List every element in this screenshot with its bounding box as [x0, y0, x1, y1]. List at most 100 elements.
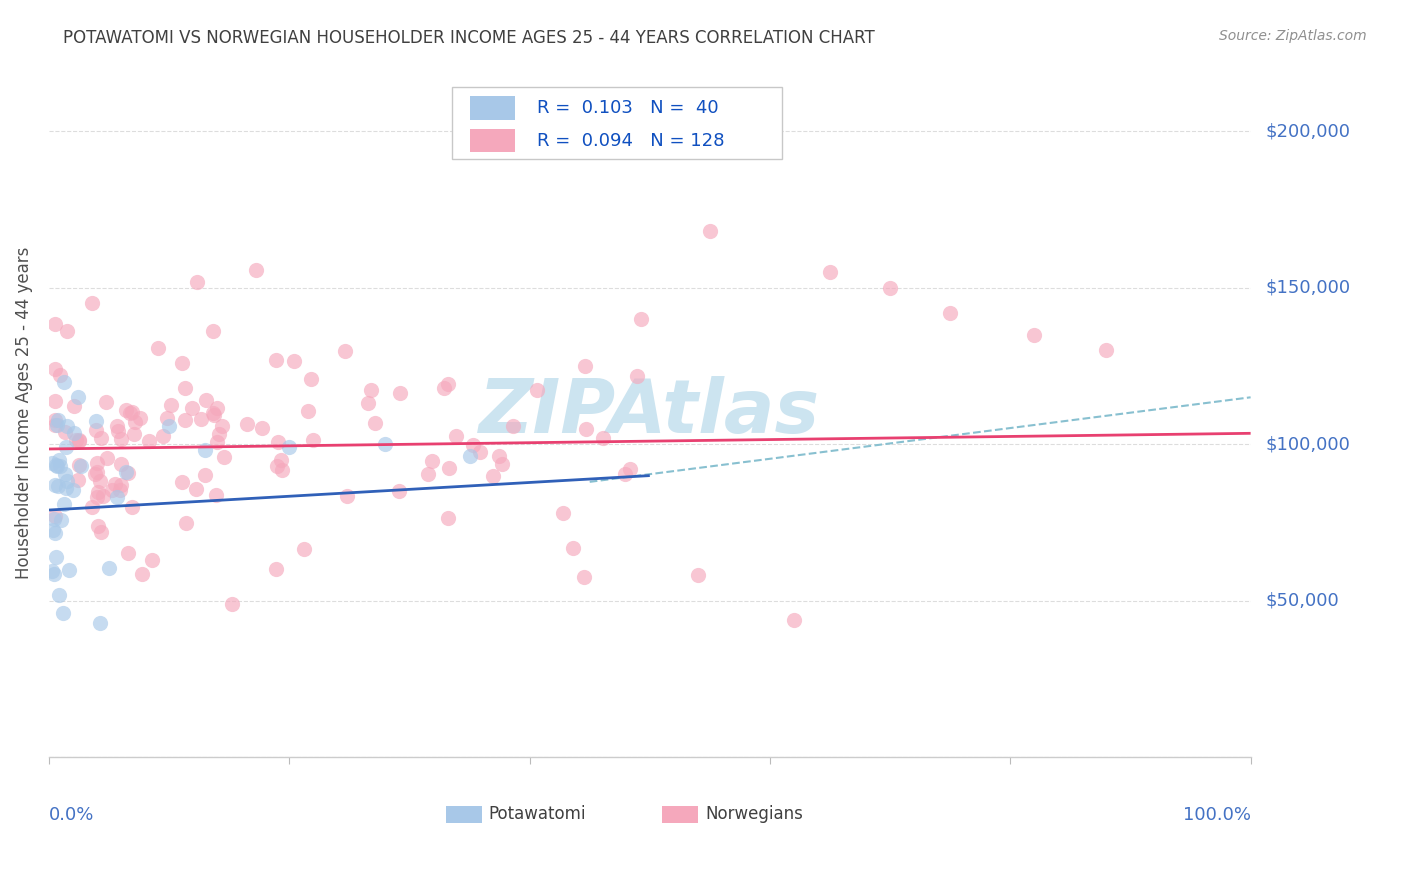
Point [56, 324, 79, 338]
Point [190, 412, 212, 426]
Point [360, 384, 382, 398]
Point [1095, 343, 1118, 358]
Point [121, 404, 143, 418]
Point [364, 416, 387, 430]
Point [44, 526, 66, 541]
FancyBboxPatch shape [446, 805, 482, 822]
Point [148, 341, 170, 355]
Point [818, 265, 841, 279]
Point [48, 588, 70, 602]
Point [91, 489, 114, 503]
Text: $50,000: $50,000 [1265, 591, 1339, 610]
Point [297, 404, 319, 418]
Point [194, 442, 217, 457]
Point [283, 354, 305, 368]
Point [422, 453, 444, 467]
Text: Potawatomi: Potawatomi [489, 805, 586, 823]
Point [264, 353, 287, 368]
Point [572, 569, 595, 583]
Point [44, 508, 66, 523]
Point [122, 427, 145, 442]
Point [278, 440, 301, 454]
Point [44, 362, 66, 376]
Point [458, 450, 481, 464]
Point [121, 500, 143, 515]
Point [301, 433, 323, 447]
Point [86, 415, 108, 429]
Point [48, 453, 70, 467]
Point [69, 459, 91, 474]
Point [205, 488, 228, 502]
Text: ZIPAtlas: ZIPAtlas [479, 376, 820, 450]
Point [562, 541, 585, 555]
Point [264, 562, 287, 576]
Point [86, 465, 108, 479]
Point [461, 438, 484, 452]
FancyBboxPatch shape [451, 87, 782, 160]
Point [156, 410, 179, 425]
Point [138, 434, 160, 448]
Point [553, 506, 575, 520]
Point [44, 478, 66, 492]
Point [388, 484, 411, 499]
Point [205, 434, 228, 449]
Point [221, 597, 243, 611]
Point [783, 613, 806, 627]
Point [526, 383, 548, 397]
Point [266, 458, 288, 473]
Point [630, 312, 652, 326]
Point [89, 475, 111, 489]
Text: $100,000: $100,000 [1265, 435, 1350, 453]
FancyBboxPatch shape [662, 805, 697, 822]
Point [186, 275, 208, 289]
Point [96, 450, 118, 465]
Point [592, 431, 614, 445]
Point [110, 432, 132, 446]
Point [202, 406, 225, 420]
Text: $150,000: $150,000 [1265, 278, 1350, 297]
Point [41, 456, 63, 470]
Point [52, 375, 75, 389]
Point [172, 356, 194, 370]
Point [482, 469, 505, 483]
Point [357, 396, 380, 410]
Point [62, 483, 84, 498]
Point [124, 415, 146, 429]
Point [245, 263, 267, 277]
Point [42, 523, 65, 537]
Point [53, 425, 76, 439]
Point [94, 395, 117, 409]
Point [236, 417, 259, 432]
Point [879, 281, 901, 295]
Text: $200,000: $200,000 [1265, 122, 1350, 140]
Point [152, 429, 174, 443]
Point [614, 467, 637, 482]
Point [89, 615, 111, 630]
Point [502, 419, 524, 434]
Point [208, 427, 231, 442]
Point [80, 500, 103, 514]
Point [389, 386, 412, 401]
Point [575, 421, 598, 435]
Point [299, 372, 322, 386]
Point [58, 563, 80, 577]
Point [55, 481, 77, 495]
Point [84, 423, 107, 437]
Point [120, 406, 142, 420]
Point [86, 490, 108, 504]
Point [626, 368, 648, 383]
Point [619, 462, 641, 476]
Point [437, 511, 460, 525]
Point [110, 483, 132, 498]
Point [45, 418, 67, 433]
Point [194, 468, 217, 483]
Point [488, 449, 510, 463]
Point [46, 458, 69, 473]
Point [174, 382, 197, 396]
Point [115, 466, 138, 480]
Point [699, 224, 721, 238]
Point [67, 434, 90, 448]
Point [110, 477, 132, 491]
Text: Norwegians: Norwegians [704, 805, 803, 823]
Point [52, 497, 75, 511]
